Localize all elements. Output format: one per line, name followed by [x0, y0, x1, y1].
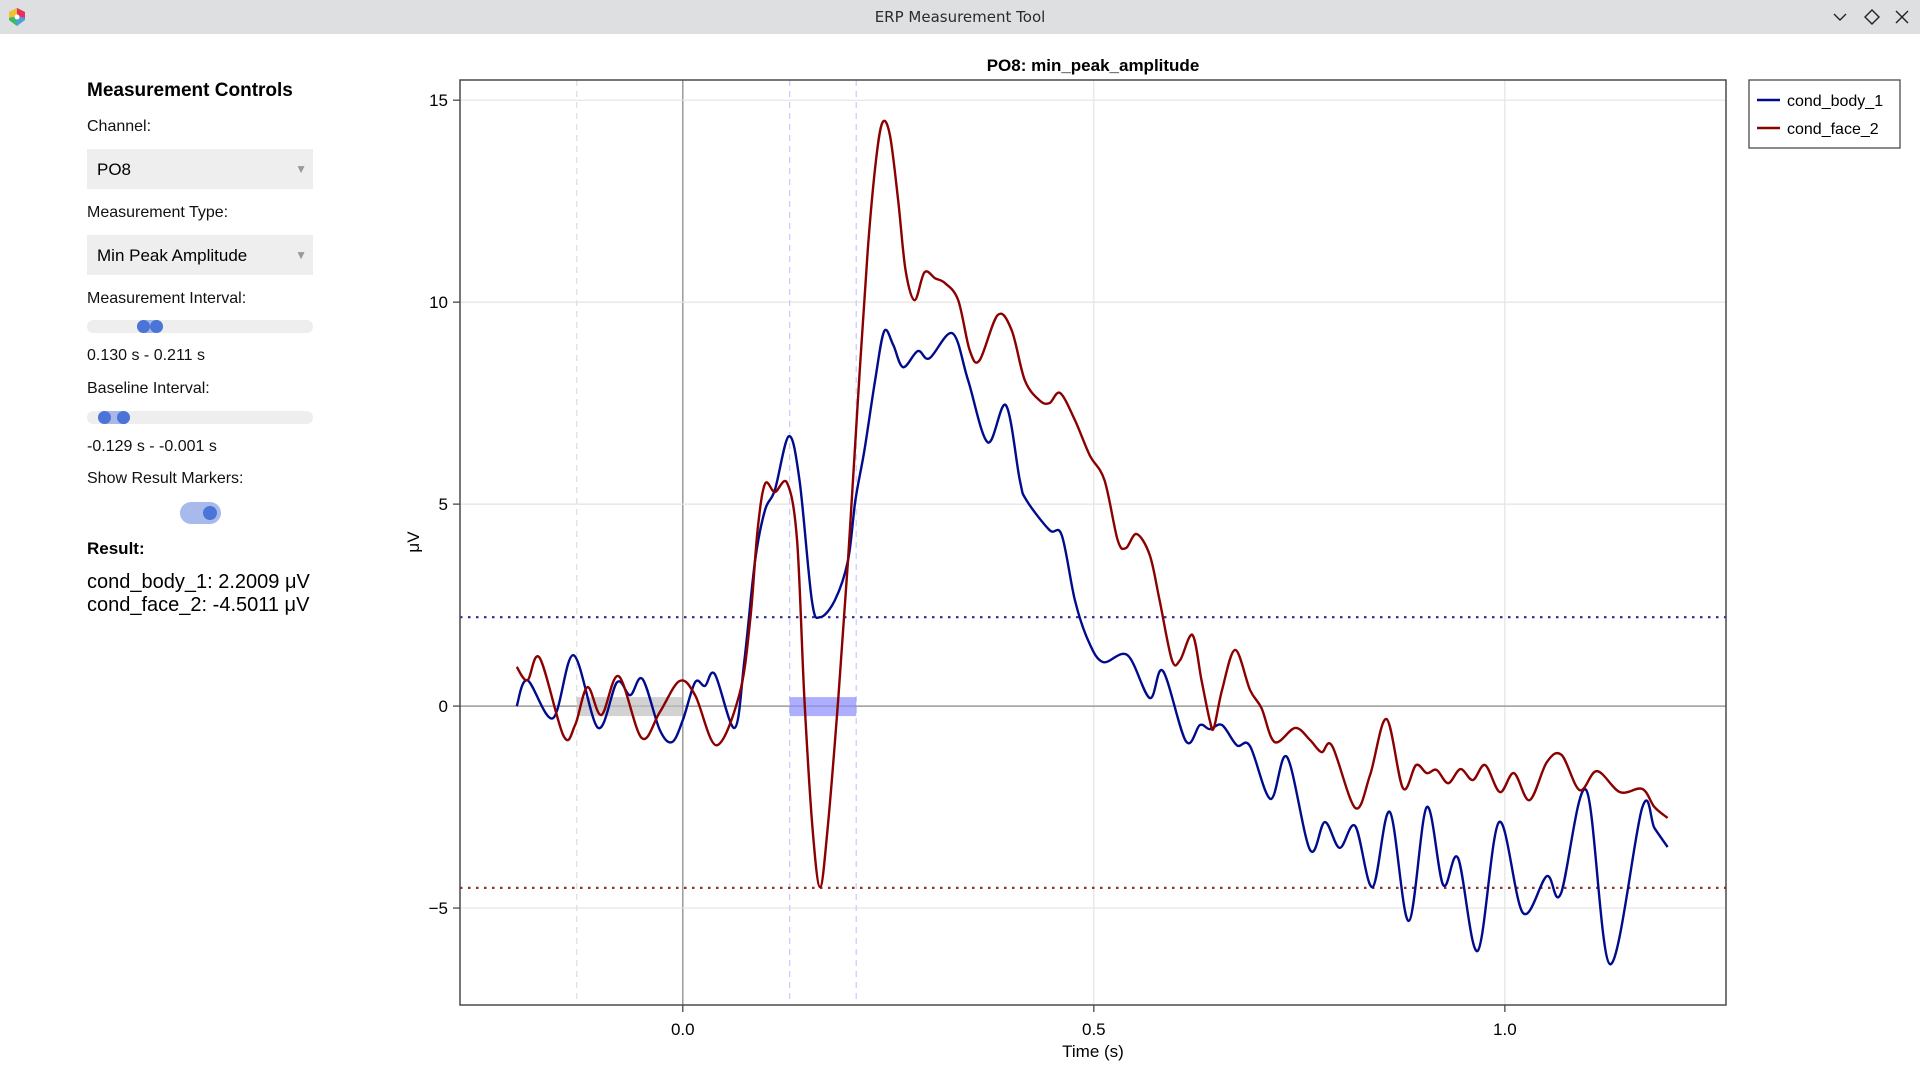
toggle-knob	[203, 506, 217, 520]
baseline-interval-label: Baseline Interval:	[87, 380, 210, 397]
legend-box	[1748, 79, 1901, 149]
y-tick-label: 0	[439, 697, 448, 716]
channel-value: PO8	[97, 160, 132, 179]
measurement-interval-label: Measurement Interval:	[87, 290, 247, 307]
dropdown-caret-icon: ▼	[295, 162, 307, 176]
result-line-face: cond_face_2: -4.5011 μV	[87, 594, 310, 616]
close-button[interactable]	[1892, 7, 1912, 27]
slider-handle-end[interactable]	[117, 411, 131, 424]
baseline-band	[576, 697, 682, 717]
y-tick-label: −5	[429, 899, 448, 918]
measurement-type-label: Measurement Type:	[87, 204, 229, 221]
chevron-down-icon	[1833, 13, 1847, 21]
plot-title: PO8: min_peak_amplitude	[987, 56, 1200, 75]
interval-markers	[576, 80, 857, 1005]
series-line-cond_face_2	[515, 119, 1669, 889]
channel-dropdown[interactable]: PO8 ▼	[87, 149, 313, 189]
legend-label-face: cond_face_2	[1787, 121, 1879, 138]
panel-heading: Measurement Controls	[87, 80, 293, 101]
axis-ticks: 0.0 0.5 1.0 −5 0 5 10 15	[429, 91, 1517, 1039]
legend: cond_body_1 cond_face_2	[1748, 79, 1901, 149]
legend-label-body: cond_body_1	[1787, 93, 1883, 110]
x-tick-label: 0.0	[671, 1020, 695, 1039]
x-tick-label: 1.0	[1493, 1020, 1517, 1039]
x-axis-label: Time (s)	[1062, 1042, 1124, 1061]
maximize-button[interactable]	[1862, 7, 1882, 27]
y-axis-label: μV	[404, 531, 423, 553]
measurement-type-dropdown[interactable]: Min Peak Amplitude ▼	[87, 235, 313, 275]
series-line-cond_body_1	[515, 328, 1669, 966]
y-tick-label: 15	[429, 91, 448, 110]
baseline-interval-slider[interactable]	[87, 411, 313, 424]
show-markers-toggle[interactable]	[180, 502, 221, 524]
measurement-band	[789, 697, 857, 717]
measurement-interval-value: 0.130 s - 0.211 s	[87, 347, 205, 364]
y-tick-label: 5	[439, 495, 448, 514]
x-tick-label: 0.5	[1082, 1020, 1106, 1039]
plot-lines	[515, 119, 1669, 966]
baseline-interval-value: -0.129 s - -0.001 s	[87, 438, 217, 455]
title-bar: ERP Measurement Tool	[0, 0, 1920, 34]
show-markers-label: Show Result Markers:	[87, 470, 244, 487]
close-icon	[1895, 10, 1909, 24]
channel-label: Channel:	[87, 118, 152, 135]
result-markers	[460, 616, 1726, 890]
result-line-body: cond_body_1: 2.2009 μV	[87, 571, 310, 593]
slider-handle-start[interactable]	[137, 320, 151, 333]
app-logo-icon	[9, 8, 25, 26]
minimize-button[interactable]	[1830, 7, 1850, 27]
slider-handle-start[interactable]	[97, 411, 111, 424]
measurement-interval-slider[interactable]	[87, 320, 313, 333]
y-tick-label: 10	[429, 293, 448, 312]
window-title: ERP Measurement Tool	[874, 8, 1046, 26]
plot-frame	[459, 79, 1727, 1006]
plot-grid	[460, 80, 1726, 1005]
diamond-icon	[1864, 9, 1880, 25]
result-heading: Result:	[87, 539, 145, 558]
dropdown-caret-icon: ▼	[295, 248, 307, 262]
slider-handle-end[interactable]	[149, 320, 163, 333]
measurement-type-value: Min Peak Amplitude	[97, 246, 248, 265]
